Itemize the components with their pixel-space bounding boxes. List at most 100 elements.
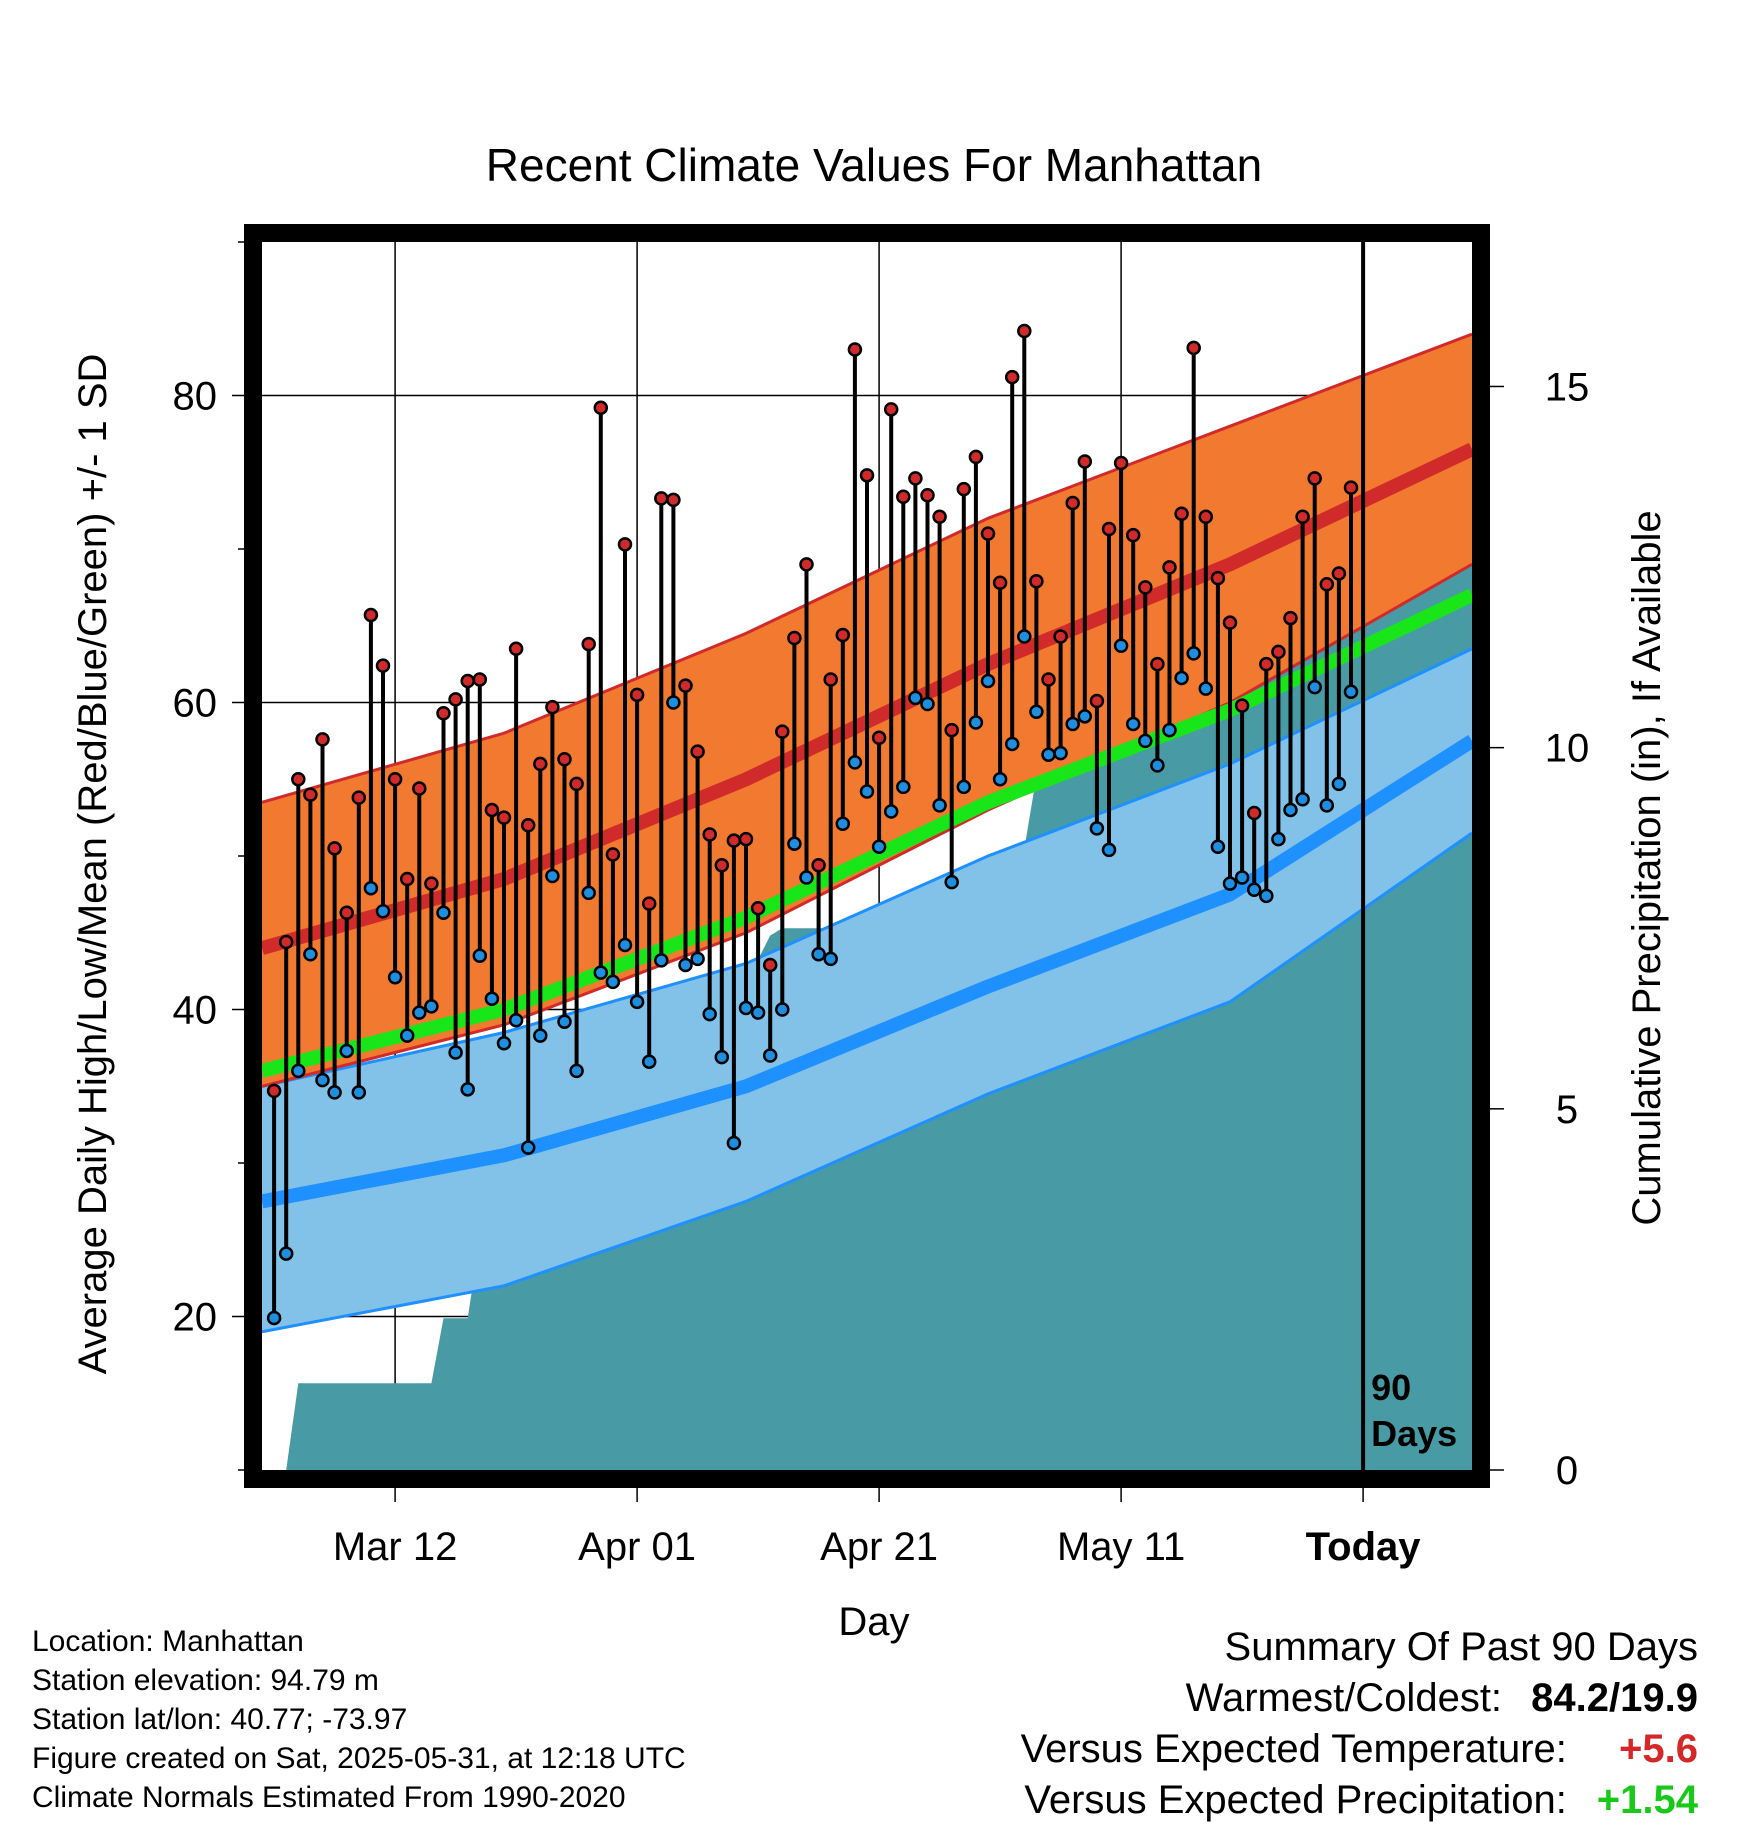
daily-low-point [533,1028,548,1043]
y-tick-label-right: 5 [1556,1088,1578,1132]
daily-high-point [1307,471,1322,486]
daily-low-point [1017,629,1032,644]
daily-low-point [738,1000,754,1016]
daily-high-point [871,730,887,746]
daily-high-point [1125,527,1141,543]
x-tick-label: Apr 01 [578,1525,696,1569]
daily-high-point [399,871,415,887]
warm-cold-label: Warmest/Coldest: [1185,1676,1503,1720]
daily-low-point [968,715,984,730]
today-days-word: Days [1371,1413,1457,1454]
daily-low-point [1295,791,1310,807]
daily-high-point [799,557,814,572]
daily-low-point [291,1063,306,1079]
daily-high-point [738,831,754,847]
daily-high-point [1113,455,1129,471]
y-axis-title-left: Average Daily High/Low/Mean (Red/Blue/Gr… [71,354,115,1375]
daily-high-point [448,692,463,707]
daily-low-point [726,1135,742,1151]
daily-high-point [581,636,596,652]
daily-high-point [714,857,730,873]
daily-high-point [956,481,972,497]
daily-low-point [1065,716,1080,732]
daily-high-point [1004,369,1020,385]
y-tick-label-left: 20 [173,1296,218,1340]
daily-high-point [557,752,572,767]
daily-low-point [593,965,609,980]
daily-high-point [750,900,766,916]
daily-high-point [920,488,935,503]
latlon-text: Station lat/lon: 40.77; -73.97 [32,1703,408,1736]
daily-low-point [605,974,621,990]
daily-high-point [823,672,838,687]
daily-low-point [654,953,669,968]
daily-low-point [617,937,633,953]
daily-low-point [762,1048,778,1063]
daily-low-point [666,695,681,710]
daily-high-point [629,687,645,703]
x-axis-title: Day [838,1600,909,1644]
daily-low-point [1125,716,1141,732]
daily-high-point [412,781,427,796]
daily-high-point [678,678,693,693]
daily-high-point [1343,480,1359,495]
daily-low-point [363,880,379,896]
daily-low-point [351,1085,367,1100]
daily-low-point [823,951,838,967]
daily-low-point [980,673,996,689]
daily-low-point [678,957,693,973]
daily-high-point [1295,509,1310,525]
y-tick-label-right: 10 [1545,727,1590,771]
daily-low-point [1271,831,1286,847]
daily-high-point [1041,672,1056,687]
daily-low-point [508,1012,524,1028]
daily-low-point [1162,722,1177,738]
x-tick-label: Today [1306,1525,1422,1569]
daily-low-point [859,784,875,799]
daily-low-point [496,1036,512,1051]
daily-high-point [278,934,294,950]
precip-anomaly-value: +1.54 [1596,1778,1698,1822]
daily-low-point [375,904,391,919]
daily-high-point [1101,521,1117,537]
elevation-text: Station elevation: 94.79 m [32,1664,379,1697]
daily-high-point [1089,693,1105,709]
daily-low-point [1222,876,1238,891]
daily-low-point [1331,776,1347,792]
plot-frame [244,224,1490,1488]
daily-low-point [847,755,863,770]
daily-low-point [690,951,705,967]
daily-low-point [569,1063,584,1079]
daily-low-point [1198,681,1214,696]
daily-high-point [883,402,899,417]
daily-high-point [859,468,875,483]
daily-high-point [1246,805,1262,821]
daily-low-point [278,1246,294,1261]
daily-low-point [1029,704,1044,719]
daily-low-point [339,1043,354,1059]
daily-low-point [1210,839,1226,855]
daily-high-point [944,722,959,738]
daily-low-point [1138,733,1153,749]
daily-high-point [1017,323,1032,339]
daily-low-point [799,870,814,885]
daily-high-point [968,449,984,465]
daily-high-point [1259,656,1274,672]
low-sd-lower-line [262,831,1472,1334]
daily-low-point [702,1006,717,1022]
daily-high-point [1150,656,1165,672]
daily-low-point [750,1005,766,1020]
daily-high-point [460,673,475,689]
y-axis-title-right: Cumulative Precipitation (in), If Availa… [1625,510,1669,1225]
daily-high-point [908,471,923,486]
daily-low-point [1113,638,1129,653]
high-sd-lower-line [262,562,1472,1088]
daily-low-point [1307,679,1322,695]
daily-high-point [1186,340,1201,356]
y-tick-label-right: 0 [1556,1449,1578,1493]
daily-high-point [520,818,536,833]
y-tick-label-left: 40 [173,989,218,1033]
daily-low-point [896,779,911,795]
precip-anomaly-row: Versus Expected Precipitation: +1.54 [1021,1775,1698,1826]
